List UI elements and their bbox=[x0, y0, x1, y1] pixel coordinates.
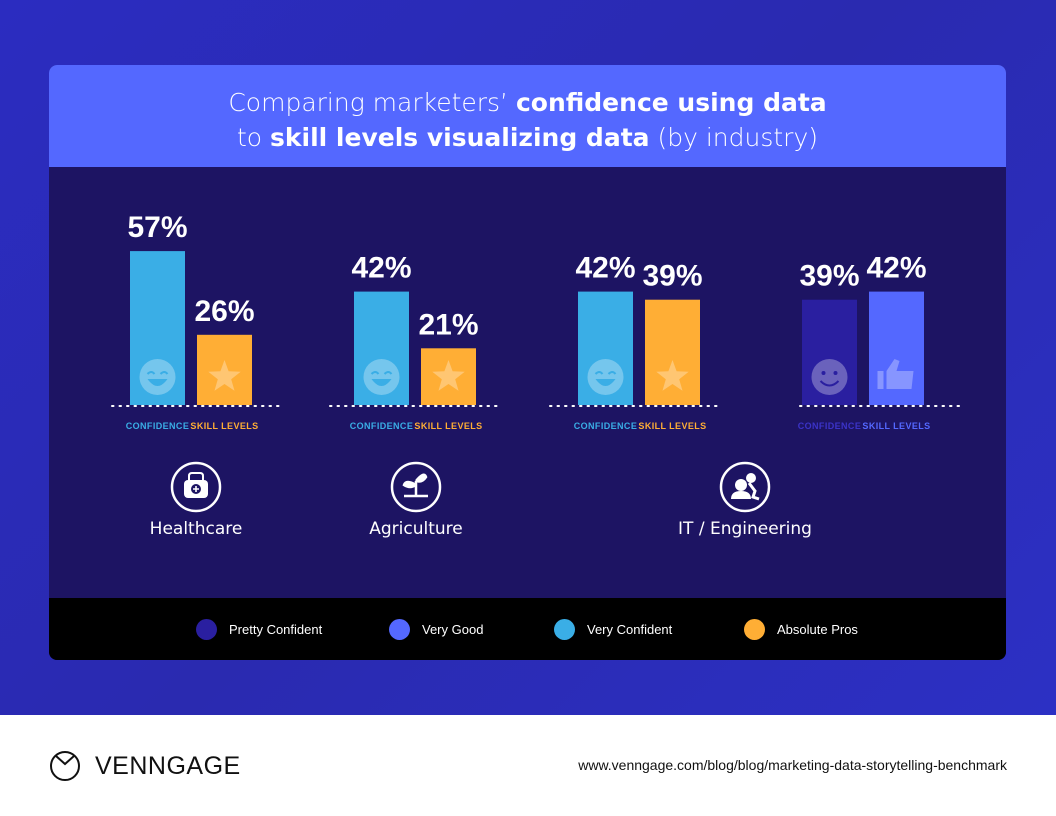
legend-label: Absolute Pros bbox=[777, 621, 858, 637]
legend-item: Very Good bbox=[389, 618, 483, 640]
laughing-face-icon bbox=[587, 359, 624, 395]
data-label: 39% bbox=[799, 260, 859, 293]
data-label: 39% bbox=[642, 260, 702, 293]
laughing-face-icon bbox=[363, 359, 400, 395]
data-label: 21% bbox=[418, 308, 478, 341]
legend-item: Very Confident bbox=[554, 618, 672, 640]
bar-confidence bbox=[354, 291, 409, 405]
legend-label: Pretty Confident bbox=[229, 621, 323, 637]
bar-category-label: CONFIDENCE bbox=[798, 421, 862, 431]
bar-chart: 57% CONFIDENCE 26% SKILL LEVELS 42% CONFIDENC… bbox=[111, 211, 966, 539]
bar-category-label: SKILL LEVELS bbox=[414, 421, 482, 431]
bar-category-label: SKILL LEVELS bbox=[638, 421, 706, 431]
data-label: 42% bbox=[575, 252, 635, 285]
bar-category-label: CONFIDENCE bbox=[574, 421, 638, 431]
bar-skill-levels bbox=[645, 299, 700, 405]
star-icon bbox=[208, 360, 241, 391]
laughing-face-icon bbox=[139, 359, 176, 395]
medical-bag-icon bbox=[170, 461, 222, 513]
bar-category-label: CONFIDENCE bbox=[350, 421, 414, 431]
industry-label: Agriculture bbox=[369, 519, 463, 539]
title-text: Comparing marketers’ bbox=[228, 88, 516, 117]
legend-label: Very Confident bbox=[587, 621, 673, 637]
bar-category-label: SKILL LEVELS bbox=[190, 421, 258, 431]
brand-name: VENNGAGE bbox=[95, 751, 241, 780]
infographic-card: Comparing marketers’ confidence using da… bbox=[49, 65, 1006, 660]
thumbs-up-icon bbox=[877, 359, 914, 389]
data-label: 42% bbox=[866, 252, 926, 285]
legend: Pretty Confident Very Good Very Confiden… bbox=[49, 598, 1006, 660]
logo-icon bbox=[50, 751, 80, 781]
title-bold: skill levels visualizing data bbox=[270, 123, 650, 152]
legend-label: Very Good bbox=[422, 621, 484, 637]
bar-confidence bbox=[578, 291, 633, 405]
legend-swatch bbox=[744, 618, 765, 640]
engineers-icon bbox=[719, 461, 771, 513]
chart-title: Comparing marketers’ confidence using da… bbox=[49, 65, 1006, 167]
venngage-logo: VENNGAGE bbox=[49, 750, 241, 782]
title-text: to bbox=[236, 123, 271, 152]
title-text: (by industry) bbox=[649, 123, 819, 152]
legend-swatch bbox=[389, 618, 410, 640]
title-bold: confidence using data bbox=[515, 88, 827, 117]
legend-swatch bbox=[196, 618, 217, 640]
bar-skill-levels bbox=[869, 291, 924, 405]
industry-label: Healthcare bbox=[150, 519, 243, 539]
legend-item: Pretty Confident bbox=[196, 618, 322, 640]
bar-category-label: CONFIDENCE bbox=[126, 421, 190, 431]
data-label: 26% bbox=[194, 295, 254, 328]
smiley-face-icon bbox=[811, 359, 848, 395]
industry-label: IT / Engineering bbox=[678, 519, 812, 539]
data-label: 42% bbox=[351, 252, 411, 285]
legend-item: Absolute Pros bbox=[744, 618, 858, 640]
star-icon bbox=[432, 360, 465, 391]
plant-icon bbox=[390, 461, 442, 513]
bar-confidence bbox=[802, 299, 857, 405]
data-label: 57% bbox=[127, 211, 187, 244]
legend-swatch bbox=[554, 618, 575, 640]
bar-category-label: SKILL LEVELS bbox=[862, 421, 930, 431]
source-url[interactable]: www.venngage.com/blog/blog/marketing-dat… bbox=[578, 757, 1007, 773]
star-icon bbox=[656, 360, 689, 391]
bar-skill-levels bbox=[421, 348, 476, 405]
bar-skill-levels bbox=[197, 334, 252, 405]
